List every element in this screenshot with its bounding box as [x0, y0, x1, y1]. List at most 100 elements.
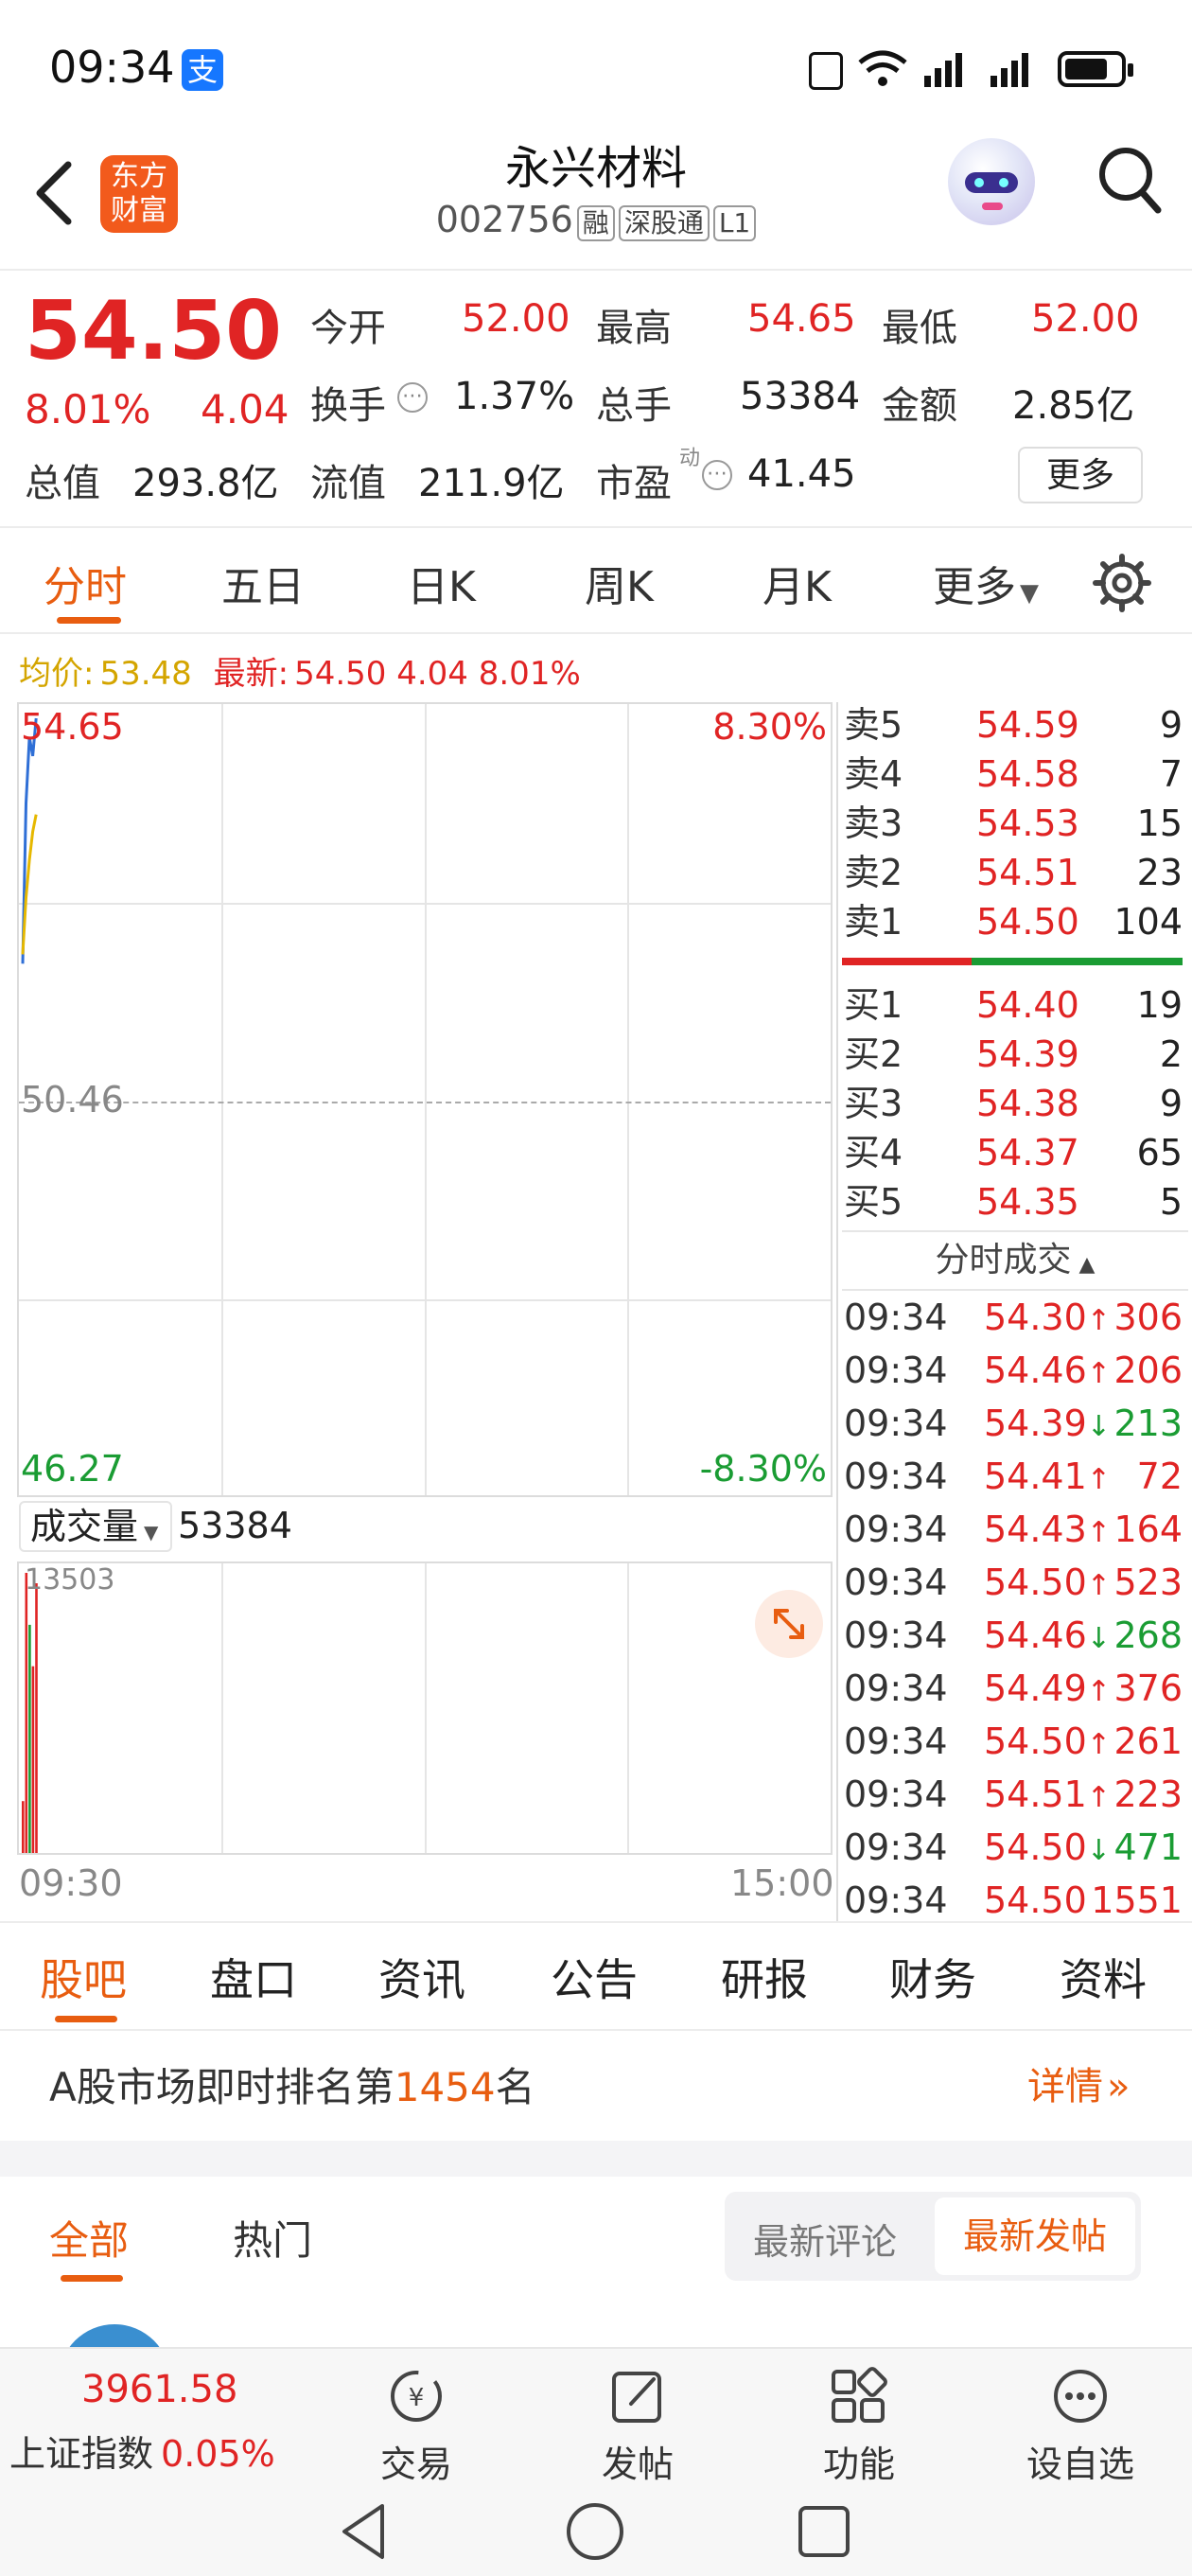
- trade-row[interactable]: 09:34 54.49↑ 376: [842, 1662, 1188, 1715]
- bid-row[interactable]: 买3 54.38 9: [842, 1079, 1188, 1128]
- sort-latest-post[interactable]: 最新发帖: [935, 2197, 1135, 2275]
- tab-finance[interactable]: 财务: [889, 1954, 976, 2005]
- ask-row[interactable]: 卖5 54.59 9: [842, 700, 1188, 750]
- trade-price-value: 54.51: [984, 1773, 1087, 1815]
- forum-tab-indicator: [61, 2275, 123, 2282]
- trade-row[interactable]: 09:34 54.46↑ 206: [842, 1344, 1188, 1397]
- tab-research[interactable]: 研报: [721, 1954, 808, 2005]
- trade-qty: 1551: [1091, 1879, 1183, 1921]
- tab-monthly-k[interactable]: 月K: [763, 563, 832, 611]
- volume-value: 53384: [740, 375, 861, 418]
- trades-header[interactable]: 分时成交 ▲: [842, 1232, 1188, 1289]
- float-label: 流值: [310, 462, 386, 505]
- tab-five-day[interactable]: 五日: [221, 563, 305, 611]
- trade-row[interactable]: 09:34 54.51↑ 223: [842, 1768, 1188, 1821]
- system-recents-icon[interactable]: [791, 2498, 857, 2565]
- trade-time: 09:34: [844, 1297, 948, 1338]
- volume-indicator-select[interactable]: 成交量 ▼: [19, 1501, 172, 1552]
- level-price: 54.38: [976, 1083, 1079, 1124]
- level-price: 54.37: [976, 1132, 1079, 1173]
- trade-price: 54.50: [984, 1874, 1087, 1931]
- nav-post[interactable]: 发帖: [552, 2366, 723, 2487]
- trade-price-value: 54.41: [984, 1456, 1087, 1497]
- tab-pankou[interactable]: 盘口: [210, 1954, 297, 2005]
- nav-watchlist[interactable]: 设自选: [995, 2366, 1166, 2487]
- trade-row[interactable]: 09:34 54.39↓ 213: [842, 1397, 1188, 1450]
- trade-row[interactable]: 09:34 54.41↑ 72: [842, 1450, 1188, 1503]
- trade-row[interactable]: 09:34 54.50↓ 471: [842, 1821, 1188, 1874]
- trade-qty: 164: [1113, 1509, 1183, 1550]
- forum-tab-hot[interactable]: 热门: [233, 2217, 313, 2264]
- level-qty: 7: [1159, 753, 1183, 795]
- trade-price-value: 54.49: [984, 1667, 1087, 1709]
- open-value: 52.00: [462, 297, 570, 341]
- double-chevron-right-icon: »: [1107, 2065, 1131, 2108]
- tab-more[interactable]: 更多 ▼: [933, 553, 1039, 613]
- turnover-info-icon[interactable]: ⋯: [397, 382, 428, 413]
- trade-price: 54.49↑: [984, 1662, 1111, 1719]
- tab-announcements[interactable]: 公告: [551, 1954, 638, 2005]
- price-chart[interactable]: 54.65 50.46 46.27 8.30% -8.30%: [17, 702, 833, 1497]
- ask-row[interactable]: 卖2 54.51 23: [842, 848, 1188, 897]
- trade-price-value: 54.46: [984, 1350, 1087, 1391]
- forum-tab-all[interactable]: 全部: [49, 2217, 130, 2264]
- tab-profile[interactable]: 资料: [1060, 1954, 1147, 2005]
- bid-row[interactable]: 买5 54.35 5: [842, 1177, 1188, 1226]
- system-home-icon[interactable]: [562, 2498, 628, 2565]
- volume-label: 总手: [596, 384, 672, 428]
- tab-intraday[interactable]: 分时: [44, 563, 127, 611]
- tab-guba[interactable]: 股吧: [40, 1954, 127, 2005]
- level-label: 买5: [844, 1181, 903, 1223]
- logo-line2: 财富: [111, 194, 167, 227]
- price-line: [21, 717, 38, 964]
- volume-chart[interactable]: 13503: [17, 1561, 833, 1855]
- index-name-change[interactable]: 上证指数 0.05%: [9, 2425, 275, 2477]
- level-qty: 2: [1159, 1033, 1183, 1075]
- signal-icon: [924, 53, 1028, 87]
- app-logo[interactable]: 东方 财富: [100, 155, 178, 233]
- y-low-label: 46.27: [21, 1448, 124, 1490]
- index-value[interactable]: 3961.58: [81, 2368, 238, 2411]
- trade-row[interactable]: 09:34 54.50 1551: [842, 1874, 1188, 1927]
- search-icon[interactable]: [1096, 144, 1164, 216]
- trade-row[interactable]: 09:34 54.50↑ 523: [842, 1556, 1188, 1609]
- sort-latest-comment[interactable]: 最新评论: [753, 2221, 898, 2263]
- pe-info-icon[interactable]: ⋯: [702, 460, 732, 490]
- nav-functions[interactable]: 功能: [774, 2366, 944, 2487]
- tab-active-indicator: [57, 617, 121, 624]
- ask-row[interactable]: 卖1 54.50 104: [842, 897, 1188, 946]
- trade-price: 54.50↓: [984, 1821, 1111, 1878]
- pct-high-label: 8.30%: [712, 706, 827, 748]
- bid-row[interactable]: 买1 54.40 19: [842, 980, 1188, 1030]
- ask-row[interactable]: 卖4 54.58 7: [842, 750, 1188, 799]
- trade-price: 54.50↑: [984, 1556, 1111, 1613]
- assistant-robot-icon[interactable]: [948, 138, 1035, 225]
- trade-row[interactable]: 09:34 54.30↑ 306: [842, 1291, 1188, 1344]
- trade-row[interactable]: 09:34 54.43↑ 164: [842, 1503, 1188, 1556]
- triangle-up-icon: ▲: [1078, 1253, 1096, 1277]
- expand-icon[interactable]: [755, 1590, 823, 1658]
- trade-time: 09:34: [844, 1350, 948, 1391]
- bid-row[interactable]: 买2 54.39 2: [842, 1030, 1188, 1079]
- ask-row[interactable]: 卖3 54.53 15: [842, 799, 1188, 848]
- more-quote-button[interactable]: 更多: [1018, 447, 1143, 503]
- tab-weekly-k[interactable]: 周K: [585, 563, 654, 611]
- tab-news[interactable]: 资讯: [378, 1954, 465, 2005]
- trade-row[interactable]: 09:34 54.46↓ 268: [842, 1609, 1188, 1662]
- back-arrow-icon[interactable]: [30, 159, 76, 227]
- nav-trade[interactable]: ¥ 交易: [331, 2366, 501, 2487]
- tab-daily-k[interactable]: 日K: [407, 563, 476, 611]
- trade-price: 54.43↑: [984, 1503, 1111, 1560]
- turnover-label: 换手: [310, 384, 386, 428]
- ranking-details-link[interactable]: 详情»: [1027, 2056, 1130, 2110]
- system-back-icon[interactable]: [331, 2498, 397, 2565]
- low-value: 52.00: [1031, 297, 1140, 341]
- trade-row[interactable]: 09:34 54.50↑ 261: [842, 1715, 1188, 1768]
- trade-price: 54.41↑: [984, 1450, 1111, 1507]
- nfc-icon: [809, 52, 843, 90]
- trade-qty: 471: [1113, 1826, 1183, 1868]
- bid-ask-bar: [842, 958, 1183, 965]
- bid-row[interactable]: 买4 54.37 65: [842, 1128, 1188, 1177]
- settings-gear-icon[interactable]: [1092, 553, 1152, 613]
- level-label: 买3: [844, 1083, 903, 1124]
